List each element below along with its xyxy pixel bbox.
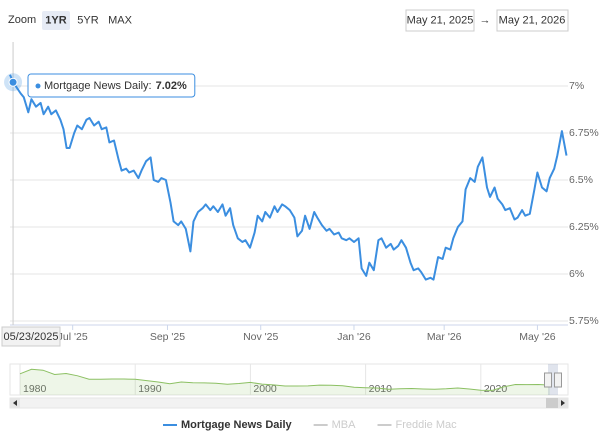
crosshair-label-box xyxy=(1,326,61,347)
x-tick-label: Jul '25 xyxy=(58,331,88,343)
legend-label[interactable]: Freddie Mac xyxy=(395,419,457,431)
y-tick-label: 6% xyxy=(569,268,584,280)
y-tick-label: 5.75% xyxy=(569,315,599,327)
navigator-selection xyxy=(548,364,558,395)
navigator-tick-label: 2000 xyxy=(253,383,277,395)
x-tick-label: Mar '26 xyxy=(427,331,462,343)
zoom-label: Zoom xyxy=(8,14,36,26)
zoom-button[interactable] xyxy=(74,11,102,30)
x-tick-label: Sep '25 xyxy=(150,331,185,343)
navigator-line xyxy=(19,368,550,391)
scrollbar-left-arrow xyxy=(13,400,17,406)
zoom-button-label[interactable]: 1YR xyxy=(45,14,66,26)
y-tick-label: 7% xyxy=(569,80,584,92)
zoom-button-label[interactable]: 5YR xyxy=(77,14,98,26)
tooltip-dot xyxy=(35,83,41,89)
x-tick-label: May '26 xyxy=(519,331,556,343)
y-tick-label: 6.75% xyxy=(569,127,599,139)
y-tick-label: 6.5% xyxy=(569,174,593,186)
navigator-area xyxy=(20,369,550,395)
series-line xyxy=(9,74,568,281)
tooltip-series: Mortgage News Daily: xyxy=(44,80,152,92)
x-tick-label: Nov '25 xyxy=(243,331,278,343)
navigator-handle[interactable] xyxy=(544,372,552,388)
hover-marker xyxy=(8,77,18,87)
zoom-button[interactable] xyxy=(42,11,70,30)
to-date[interactable]: May 21, 2026 xyxy=(499,14,566,26)
from-date-box[interactable] xyxy=(405,9,475,32)
to-date-box[interactable] xyxy=(496,9,569,32)
legend-label[interactable]: Mortgage News Daily xyxy=(181,419,293,431)
tooltip-box xyxy=(27,73,196,98)
scrollbar-thumb[interactable] xyxy=(546,398,558,408)
crosshair-label: 05/23/2025 xyxy=(3,331,58,343)
tooltip-value: 7.02% xyxy=(156,80,187,92)
legend-label[interactable]: MBA xyxy=(332,419,357,431)
from-date[interactable]: May 21, 2025 xyxy=(407,14,474,26)
x-tick-label: Jan '26 xyxy=(337,331,371,343)
y-tick-label: 6.25% xyxy=(569,221,599,233)
navigator-handle[interactable] xyxy=(554,372,562,388)
navigator-tick-label: 1980 xyxy=(23,383,47,395)
scrollbar-track xyxy=(9,397,569,409)
range-arrow: → xyxy=(480,14,491,26)
zoom-button-label[interactable]: MAX xyxy=(108,14,133,26)
scrollbar-right-arrow xyxy=(561,400,565,406)
navigator-tick-label: 1990 xyxy=(138,383,162,395)
tooltip: Mortgage News Daily: 7.02% xyxy=(27,73,196,98)
zoom-button[interactable] xyxy=(106,11,134,30)
navigator-tick-label: 2020 xyxy=(484,383,508,395)
